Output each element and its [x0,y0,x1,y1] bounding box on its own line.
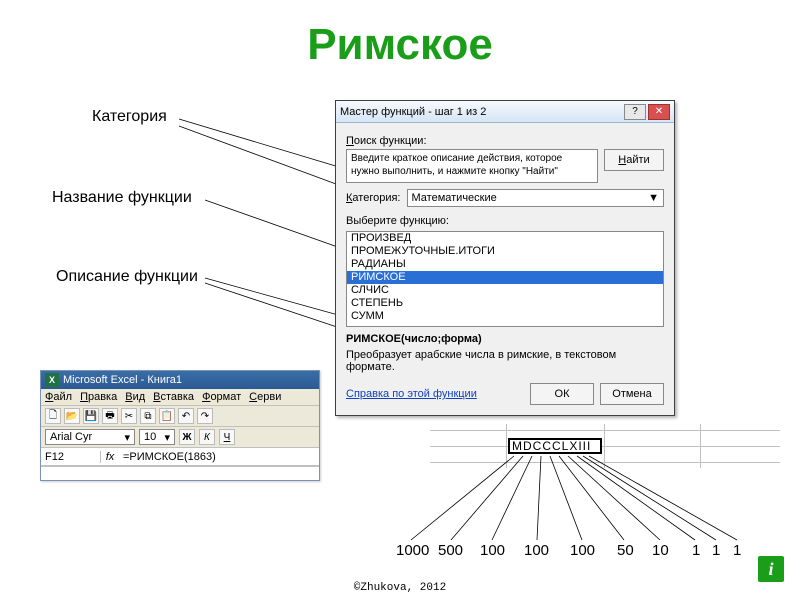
menu-item[interactable]: Правка [80,391,117,403]
function-list-item[interactable]: ПРОМЕЖУТОЧНЫЕ.ИТОГИ [347,245,663,258]
font-name-select[interactable]: Arial Cyr ▾ [45,429,135,445]
digit-value: 10 [652,542,669,559]
function-list-item[interactable]: РАДИАНЫ [347,258,663,271]
category-select[interactable]: Математические ▼ [407,189,665,207]
excel-titlebar[interactable]: X Microsoft Excel - Книга1 [41,371,319,389]
digit-value: 1 [712,542,720,559]
find-button[interactable]: Найти [604,149,664,171]
search-input[interactable]: Введите краткое описание действия, котор… [346,149,598,183]
function-list-item[interactable]: СЛЧИС [347,284,663,297]
fx-icon[interactable]: fx [101,451,119,463]
cell-reference[interactable]: F12 [41,451,101,463]
menu-item[interactable]: Вставка [153,391,194,403]
dialog-title: Мастер функций - шаг 1 из 2 [340,106,622,118]
digit-value: 1000 [396,542,429,559]
function-list-item[interactable]: СТЕПЕНЬ [347,297,663,310]
bold-icon[interactable]: Ж [179,429,195,445]
page-title: Римское [0,20,800,70]
excel-icon: X [45,373,59,387]
redo-icon[interactable]: ↷ [197,408,213,424]
italic-icon[interactable]: К [199,429,215,445]
formula-input[interactable]: =РИМСКОЕ(1863) [119,451,319,463]
search-label: Поиск функции: [346,135,664,147]
font-size-select[interactable]: 10 ▾ [139,429,175,445]
save-icon[interactable]: 💾 [83,408,99,424]
digit-value: 100 [480,542,505,559]
excel-grid[interactable] [41,466,319,480]
open-icon[interactable]: 📂 [64,408,80,424]
cut-icon[interactable]: ✂ [121,408,137,424]
excel-window: X Microsoft Excel - Книга1 Файл Правка Вид… [40,370,320,481]
choose-label: Выберите функцию: [346,215,664,227]
function-wizard-dialog: Мастер функций - шаг 1 из 2 ? ✕ Поиск фу… [335,100,675,416]
formula-bar[interactable]: F12 fx =РИМСКОЕ(1863) [41,448,319,466]
info-icon[interactable]: i [758,556,784,582]
annot-func-name: Название функции [52,189,192,207]
digit-value: 50 [617,542,634,559]
help-link[interactable]: Справка по этой функции [346,388,524,400]
function-signature: РИМСКОЕ(число;форма) [346,333,664,345]
function-list-item[interactable]: ПРОИЗВЕД [347,232,663,245]
menu-item[interactable]: Формат [202,391,241,403]
digit-value: 100 [524,542,549,559]
function-list-item[interactable]: СУММ [347,310,663,323]
new-icon[interactable]: 🗋 [45,408,61,424]
digit-value: 1 [733,542,741,559]
menu-item[interactable]: Вид [125,391,145,403]
undo-icon[interactable]: ↶ [178,408,194,424]
digit-value: 500 [438,542,463,559]
ok-button[interactable]: ОК [530,383,594,405]
menu-item[interactable]: Файл [45,391,72,403]
underline-icon[interactable]: Ч [219,429,235,445]
dialog-titlebar[interactable]: Мастер функций - шаг 1 из 2 ? ✕ [336,101,674,123]
cancel-button[interactable]: Отмена [600,383,664,405]
category-label: Категория: [346,192,401,204]
menu-item[interactable]: Серви [249,391,281,403]
digit-value: 1 [692,542,700,559]
annot-func-desc: Описание функции [56,268,198,286]
excel-toolbar[interactable]: 🗋 📂 💾 🖶 ✂ ⧉ 📋 ↶ ↷ [41,406,319,427]
close-icon[interactable]: ✕ [648,104,670,120]
excel-menu[interactable]: Файл Правка Вид Вставка Формат Серви [41,389,319,406]
function-description: Преобразует арабские числа в римские, в … [346,349,664,373]
excel-font-toolbar[interactable]: Arial Cyr ▾ 10 ▾ Ж К Ч [41,427,319,448]
annot-category: Категория [92,108,167,126]
copy-icon[interactable]: ⧉ [140,408,156,424]
paste-icon[interactable]: 📋 [159,408,175,424]
digit-value: 100 [570,542,595,559]
print-icon[interactable]: 🖶 [102,408,118,424]
chevron-down-icon: ▼ [648,192,659,204]
footer-credit: ©Zhukova, 2012 [0,582,800,594]
function-list-item[interactable]: РИМСКОЕ [347,271,663,284]
roman-result-cell: MDCCCLXIII [508,438,602,454]
help-icon[interactable]: ? [624,104,646,120]
function-list[interactable]: ПРОИЗВЕДПРОМЕЖУТОЧНЫЕ.ИТОГИРАДИАНЫРИМСКО… [346,231,664,327]
